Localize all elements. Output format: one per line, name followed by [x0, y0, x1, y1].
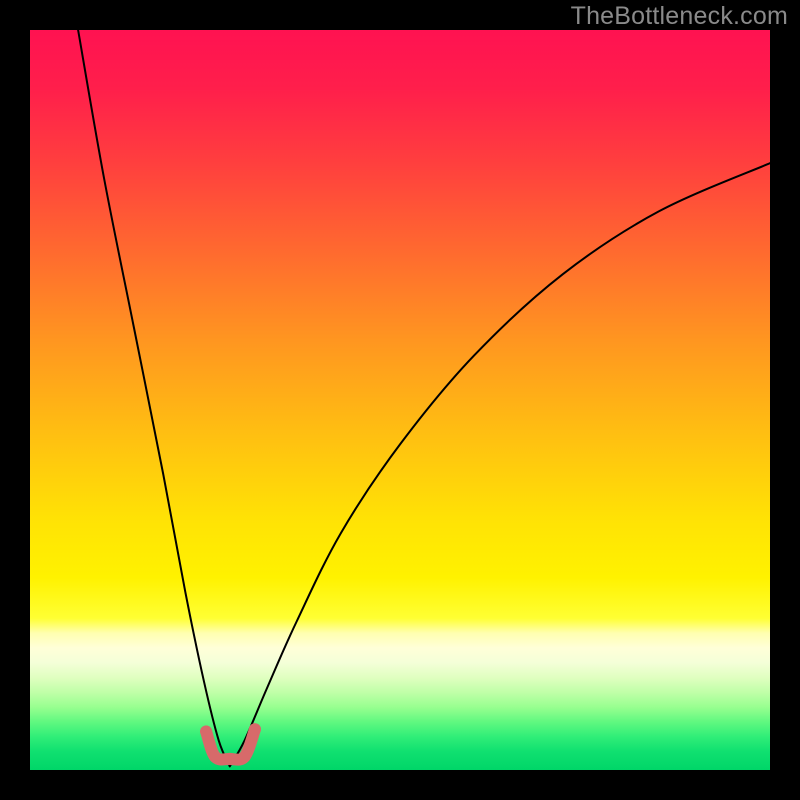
optimal-marker-dot: [224, 753, 236, 765]
optimal-marker-dot: [239, 751, 251, 763]
plot-area: [30, 30, 770, 770]
gradient-background: [30, 30, 770, 770]
chart-svg: [30, 30, 770, 770]
watermark-text: TheBottleneck.com: [571, 2, 788, 31]
optimal-marker-dot: [200, 726, 212, 738]
optimal-marker-dot: [249, 723, 261, 735]
chart-root: TheBottleneck.com: [0, 0, 800, 800]
optimal-marker-dot: [209, 751, 221, 763]
